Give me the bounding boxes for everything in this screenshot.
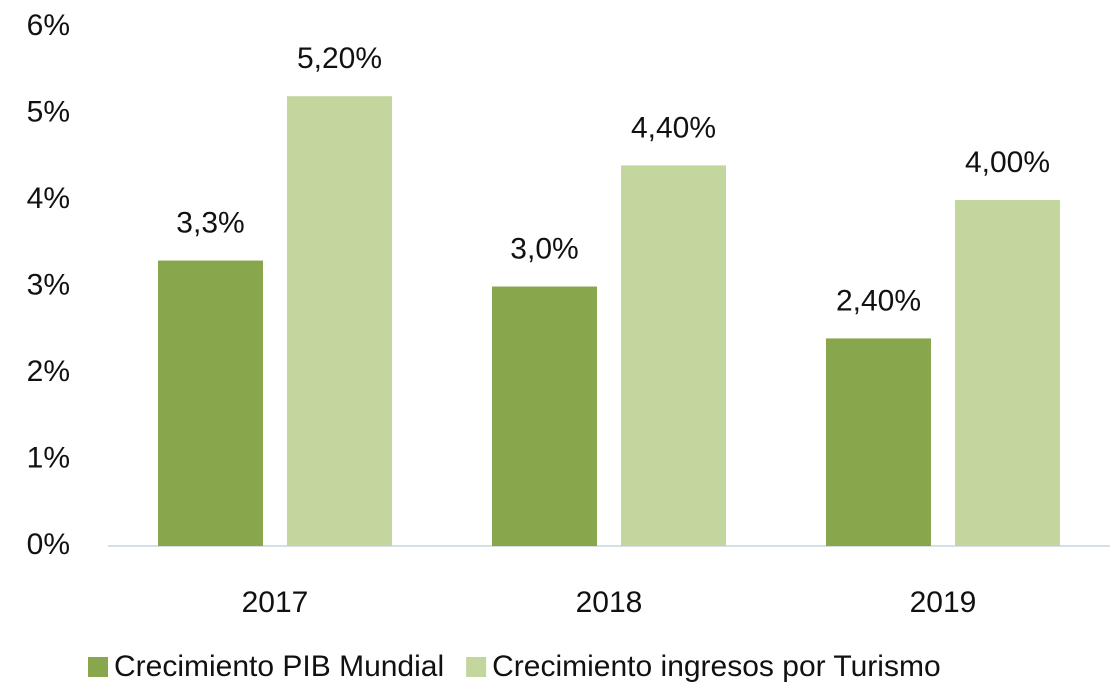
y-tick-label: 3% (27, 268, 70, 301)
y-tick-label: 5% (27, 95, 70, 128)
bar (621, 165, 726, 546)
legend-swatch (88, 657, 108, 677)
x-tick-label: 2017 (242, 586, 309, 619)
x-tick-label: 2018 (576, 586, 643, 619)
bar (158, 260, 263, 546)
y-tick-label: 1% (27, 441, 70, 474)
data-label: 2,40% (836, 284, 921, 317)
bar (287, 96, 392, 546)
data-label: 4,00% (965, 146, 1050, 179)
x-tick-label: 2019 (910, 586, 977, 619)
bar (826, 338, 931, 546)
data-label: 3,3% (176, 206, 244, 239)
data-label: 3,0% (510, 232, 578, 265)
data-label: 5,20% (297, 42, 382, 75)
data-label: 4,40% (631, 111, 716, 144)
legend-swatch (466, 657, 487, 677)
y-tick-label: 0% (27, 528, 70, 561)
bar (492, 286, 597, 546)
y-tick-label: 2% (27, 355, 70, 388)
legend-label: Crecimiento ingresos por Turismo (492, 650, 941, 683)
y-tick-label: 4% (27, 182, 70, 215)
bar (955, 200, 1060, 546)
legend-label: Crecimiento PIB Mundial (114, 650, 444, 683)
y-tick-label: 6% (27, 9, 70, 42)
